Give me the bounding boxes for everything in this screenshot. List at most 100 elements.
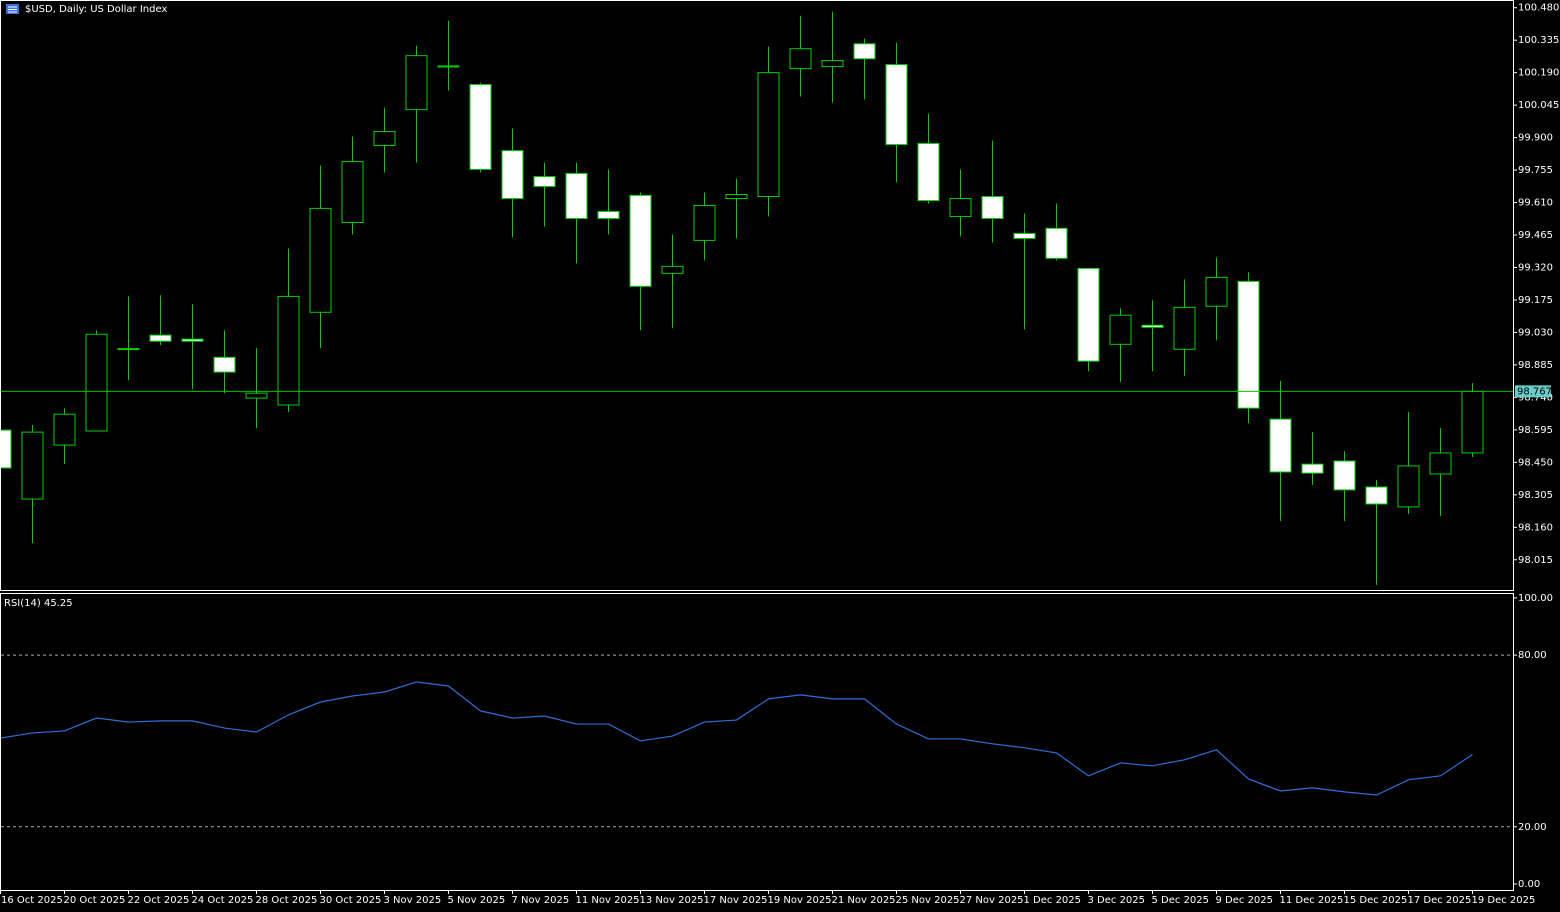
- candle-body: [341, 161, 364, 223]
- candle-body: [309, 207, 332, 313]
- rsi-line: [1, 681, 1473, 796]
- x-tick-label: 17 Dec 2025: [1408, 895, 1472, 906]
- candle-body: [885, 64, 908, 146]
- y-tick-label: 80.00: [1518, 650, 1547, 661]
- y-tick-label: 100.480: [1518, 3, 1559, 14]
- x-tick-label: 19 Nov 2025: [768, 895, 832, 906]
- candle-body: [917, 142, 940, 202]
- candle-body: [1397, 465, 1420, 508]
- candle-body: [1205, 276, 1228, 307]
- y-tick-label: 98.160: [1518, 522, 1553, 533]
- candle-body: [277, 295, 300, 406]
- candle-body: [1461, 390, 1484, 454]
- x-tick-label: 5 Nov 2025: [448, 895, 506, 906]
- y-tick-label: 20.00: [1518, 822, 1547, 833]
- x-tick-label: 9 Dec 2025: [1216, 895, 1274, 906]
- x-tick-label: 11 Nov 2025: [576, 895, 640, 906]
- rsi-panel-frame: [0, 593, 1514, 891]
- candle-body: [1237, 280, 1260, 409]
- x-tick-label: 3 Nov 2025: [384, 895, 442, 906]
- candle-body: [789, 48, 812, 70]
- candle-body: [469, 84, 492, 170]
- candle-body: [693, 204, 716, 241]
- candle-body: [213, 356, 236, 373]
- candle-body: [981, 196, 1004, 219]
- candle-body: [533, 176, 556, 187]
- x-tick-label: 3 Dec 2025: [1088, 895, 1146, 906]
- candle-body: [821, 60, 844, 68]
- x-tick-label: 22 Oct 2025: [128, 895, 190, 906]
- y-tick-label: 98.885: [1518, 360, 1553, 371]
- x-tick-label: 13 Nov 2025: [640, 895, 704, 906]
- candle-body: [1269, 418, 1292, 473]
- x-tick-label: 11 Dec 2025: [1280, 895, 1344, 906]
- candle-body: [629, 194, 652, 287]
- y-tick-label: 100.00: [1518, 593, 1553, 604]
- candle-body: [565, 172, 588, 219]
- y-tick-label: 99.030: [1518, 327, 1553, 338]
- candle-body: [1013, 232, 1036, 239]
- x-tick-label: 30 Oct 2025: [320, 895, 382, 906]
- candle-body: [1045, 227, 1068, 259]
- candle-body: [949, 198, 972, 217]
- candle-body: [245, 392, 268, 399]
- x-tick-label: 25 Nov 2025: [896, 895, 960, 906]
- x-tick-label: 7 Nov 2025: [512, 895, 570, 906]
- y-tick-label: 99.320: [1518, 263, 1553, 274]
- x-tick-label: 16 Oct 2025: [1, 895, 63, 906]
- candle-body: [1109, 314, 1132, 345]
- candle-body: [85, 333, 108, 432]
- candle-body: [373, 131, 396, 146]
- candle-body: [1365, 486, 1388, 505]
- candle-body: [53, 413, 76, 446]
- candle-body: [661, 265, 684, 274]
- candles: [1, 11, 1484, 585]
- y-tick-label: 98.740: [1518, 392, 1553, 403]
- y-tick-label: 100.335: [1518, 35, 1559, 46]
- x-tick-label: 17 Nov 2025: [704, 895, 768, 906]
- symbol-icon: [6, 4, 19, 14]
- y-tick-label: 99.610: [1518, 198, 1553, 209]
- candle-body: [1077, 267, 1100, 362]
- x-tick-label: 27 Nov 2025: [960, 895, 1024, 906]
- candle-body: [597, 211, 620, 219]
- x-tick-label: 21 Nov 2025: [832, 895, 896, 906]
- y-tick-label: 100.045: [1518, 100, 1559, 111]
- candle-body: [1333, 460, 1356, 491]
- candle-body: [757, 72, 780, 198]
- rsi-title: RSI(14) 45.25: [4, 598, 73, 609]
- y-tick-label: 98.595: [1518, 425, 1553, 436]
- y-tick-label: 99.755: [1518, 165, 1553, 176]
- y-tick-label: 98.015: [1518, 555, 1553, 566]
- y-tick-label: 98.305: [1518, 490, 1553, 501]
- candle-body: [21, 431, 44, 500]
- x-tick-label: 28 Oct 2025: [256, 895, 318, 906]
- candle-body: [1173, 306, 1196, 350]
- x-tick-label: 24 Oct 2025: [192, 895, 254, 906]
- price-panel-frame: [0, 0, 1514, 591]
- x-tick-label: 19 Dec 2025: [1472, 895, 1536, 906]
- x-tick-label: 15 Dec 2025: [1344, 895, 1408, 906]
- candle-body: [181, 338, 204, 342]
- y-tick-label: 99.900: [1518, 133, 1553, 144]
- y-tick-label: 98.450: [1518, 457, 1553, 468]
- candle-body: [1429, 452, 1452, 475]
- chart-title: $USD, Daily: US Dollar Index: [25, 4, 167, 15]
- y-tick-label: 100.190: [1518, 68, 1559, 79]
- x-tick-label: 20 Oct 2025: [64, 895, 126, 906]
- candle-body: [501, 150, 524, 200]
- candle-body: [437, 65, 460, 68]
- candle-body: [1, 429, 12, 469]
- candle-body: [725, 193, 748, 200]
- y-tick-label: 0.00: [1518, 879, 1540, 890]
- candle-body: [1141, 324, 1164, 328]
- candle-body: [149, 334, 172, 342]
- current-price-tag: [1515, 385, 1551, 398]
- candle-body: [853, 43, 876, 60]
- current-price-label: 98.767: [1517, 386, 1552, 397]
- candle-body: [1301, 463, 1324, 474]
- candle-body: [405, 55, 428, 111]
- candle-body: [117, 348, 140, 351]
